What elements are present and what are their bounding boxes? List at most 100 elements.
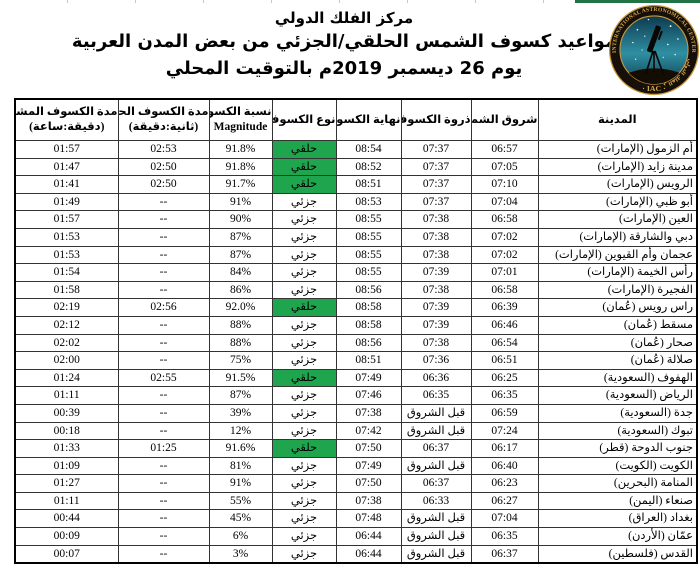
table-row: الكويت (الكويت) 06:40 قبل الشروق 07:49 جزئي 8… <box>14 456 698 476</box>
cell-magnitude: 91.7% <box>208 175 273 194</box>
cell-type: جزئي <box>271 245 337 265</box>
cell-type: جزئي <box>271 491 337 511</box>
cell-observed: 02:19 <box>14 298 119 317</box>
column-header-end: نهاية الكسوف <box>335 98 402 141</box>
cell-end: 08:51 <box>335 351 402 370</box>
cell-end: 07:49 <box>335 456 402 476</box>
cell-end: 06:44 <box>335 544 402 564</box>
cell-sunrise: 06:25 <box>470 368 539 388</box>
cell-peak: 07:39 <box>400 298 472 317</box>
cell-city: الرياض (السعودية) <box>537 386 698 405</box>
cell-annular: -- <box>117 491 210 511</box>
column-header-text: Magnitude <box>213 121 268 133</box>
cell-observed: 01:53 <box>14 227 119 247</box>
table-row: صلالة (عُمان) 06:51 07:36 08:51 جزئي 75% -- 02:… <box>14 351 698 370</box>
column-header-text: مدة الكسوف الحلقي <box>118 106 209 119</box>
table-row: المنامة (البحرين) 06:23 06:37 07:50 جزئي 91% -… <box>14 474 698 493</box>
cell-observed: 01:47 <box>14 157 119 177</box>
cell-annular: 01:25 <box>117 439 210 458</box>
cell-magnitude: 88% <box>208 333 273 353</box>
cell-peak: 07:36 <box>400 351 472 370</box>
cell-sunrise: 06:23 <box>470 474 539 493</box>
cell-annular: -- <box>117 315 210 335</box>
cell-annular: -- <box>117 403 210 423</box>
spreadsheet-gridline-stubs <box>0 0 575 3</box>
cell-observed: 02:12 <box>14 315 119 335</box>
iac-logo: INTERNATIONAL ASTRONOMICAL CENTER مركز ا… <box>605 0 700 96</box>
cell-magnitude: 87% <box>208 245 273 265</box>
cell-observed: 01:33 <box>14 439 119 458</box>
cell-end: 06:44 <box>335 527 402 546</box>
cell-annular: -- <box>117 351 210 370</box>
cell-observed: 01:57 <box>14 210 119 229</box>
cell-magnitude: 86% <box>208 280 273 300</box>
cell-observed: 01:58 <box>14 280 119 300</box>
cell-city: دبي والشارقة (الإمارات) <box>537 227 698 247</box>
cell-magnitude: 91.8% <box>208 140 273 159</box>
cell-annular: -- <box>117 386 210 405</box>
cell-city: تبوك (السعودية) <box>537 421 698 441</box>
cell-end: 08:55 <box>335 227 402 247</box>
cell-city: الكويت (الكويت) <box>537 456 698 476</box>
cell-sunrise: 07:05 <box>470 157 539 177</box>
cell-city: مسقط (عُمان) <box>537 315 698 335</box>
table-row: الرياض (السعودية) 06:35 06:35 07:46 جزئي 87% -… <box>14 386 698 405</box>
cell-end: 08:52 <box>335 157 402 177</box>
top-green-cell-strip <box>575 0 700 3</box>
cell-annular: -- <box>117 527 210 546</box>
cell-type: جزئي <box>271 280 337 300</box>
table-row: جدة (السعودية) 06:59 قبل الشروق 07:38 جزئي 39… <box>14 403 698 423</box>
table-row: مدينة زايد (الإمارات) 07:05 07:37 08:52 حلقي… <box>14 157 698 177</box>
cell-type: حلقي <box>271 175 337 194</box>
cell-sunrise: 07:01 <box>470 263 539 282</box>
column-header-annular: مدة الكسوف الحلقي (ثانية:دقيقة) <box>117 98 210 141</box>
cell-magnitude: 3% <box>208 544 273 564</box>
cell-annular: -- <box>117 544 210 564</box>
cell-city: المنامة (البحرين) <box>537 474 698 493</box>
cell-city: مدينة زايد (الإمارات) <box>537 157 698 177</box>
cell-annular: -- <box>117 333 210 353</box>
column-header-text: (ثانية:دقيقة) <box>128 121 199 133</box>
cell-observed: 01:09 <box>14 456 119 476</box>
table-row: القدس (فلسطين) 06:37 قبل الشروق 06:44 جزئي 3%… <box>14 544 698 564</box>
cell-observed: 02:02 <box>14 333 119 353</box>
table-body: أم الزمول (الإمارات) 06:57 07:37 08:54 حلقي 9… <box>14 140 698 564</box>
cell-observed: 01:57 <box>14 140 119 159</box>
cell-annular: -- <box>117 227 210 247</box>
cell-magnitude: 90% <box>208 210 273 229</box>
cell-magnitude: 91.8% <box>208 157 273 177</box>
cell-peak: 07:38 <box>400 245 472 265</box>
cell-end: 07:42 <box>335 421 402 441</box>
table-row: صنعاء (اليمن) 06:27 06:33 07:38 جزئي 55% -- 01:… <box>14 491 698 511</box>
cell-end: 08:55 <box>335 245 402 265</box>
iac-logo-emblem: INTERNATIONAL ASTRONOMICAL CENTER مركز ا… <box>605 0 700 96</box>
cell-observed: 00:18 <box>14 421 119 441</box>
cell-type: حلقي <box>271 157 337 177</box>
cell-type: حلقي <box>271 298 337 317</box>
cell-peak: قبل الشروق <box>400 403 472 423</box>
cell-sunrise: 06:17 <box>470 439 539 458</box>
org-title: مركز الفلك الدولي <box>274 9 414 27</box>
cell-city: الهفوف (السعودية) <box>537 368 698 388</box>
cell-sunrise: 06:59 <box>470 403 539 423</box>
column-header-observed: مدة الكسوف المشاهد (دقيقة:ساعة) <box>14 98 119 141</box>
cell-peak: 07:39 <box>400 263 472 282</box>
column-header-peak: ذروة الكسوف <box>400 98 472 141</box>
cell-observed: 00:39 <box>14 403 119 423</box>
cell-peak: 06:35 <box>400 386 472 405</box>
cell-peak: 07:38 <box>400 227 472 247</box>
cell-magnitude: 45% <box>208 509 273 529</box>
cell-magnitude: 84% <box>208 263 273 282</box>
table-row: أم الزمول (الإمارات) 06:57 07:37 08:54 حلقي 9… <box>14 140 698 159</box>
cell-end: 07:48 <box>335 509 402 529</box>
column-header-text: المدينة <box>597 113 637 126</box>
cell-end: 08:51 <box>335 175 402 194</box>
logo-scene <box>619 15 689 85</box>
cell-magnitude: 39% <box>208 403 273 423</box>
column-header-text: مدة الكسوف المشاهد <box>16 106 118 119</box>
cell-type: جزئي <box>271 386 337 405</box>
cell-peak: 07:37 <box>400 175 472 194</box>
cell-city: راس رويس (عُمان) <box>537 298 698 317</box>
cell-annular: -- <box>117 245 210 265</box>
